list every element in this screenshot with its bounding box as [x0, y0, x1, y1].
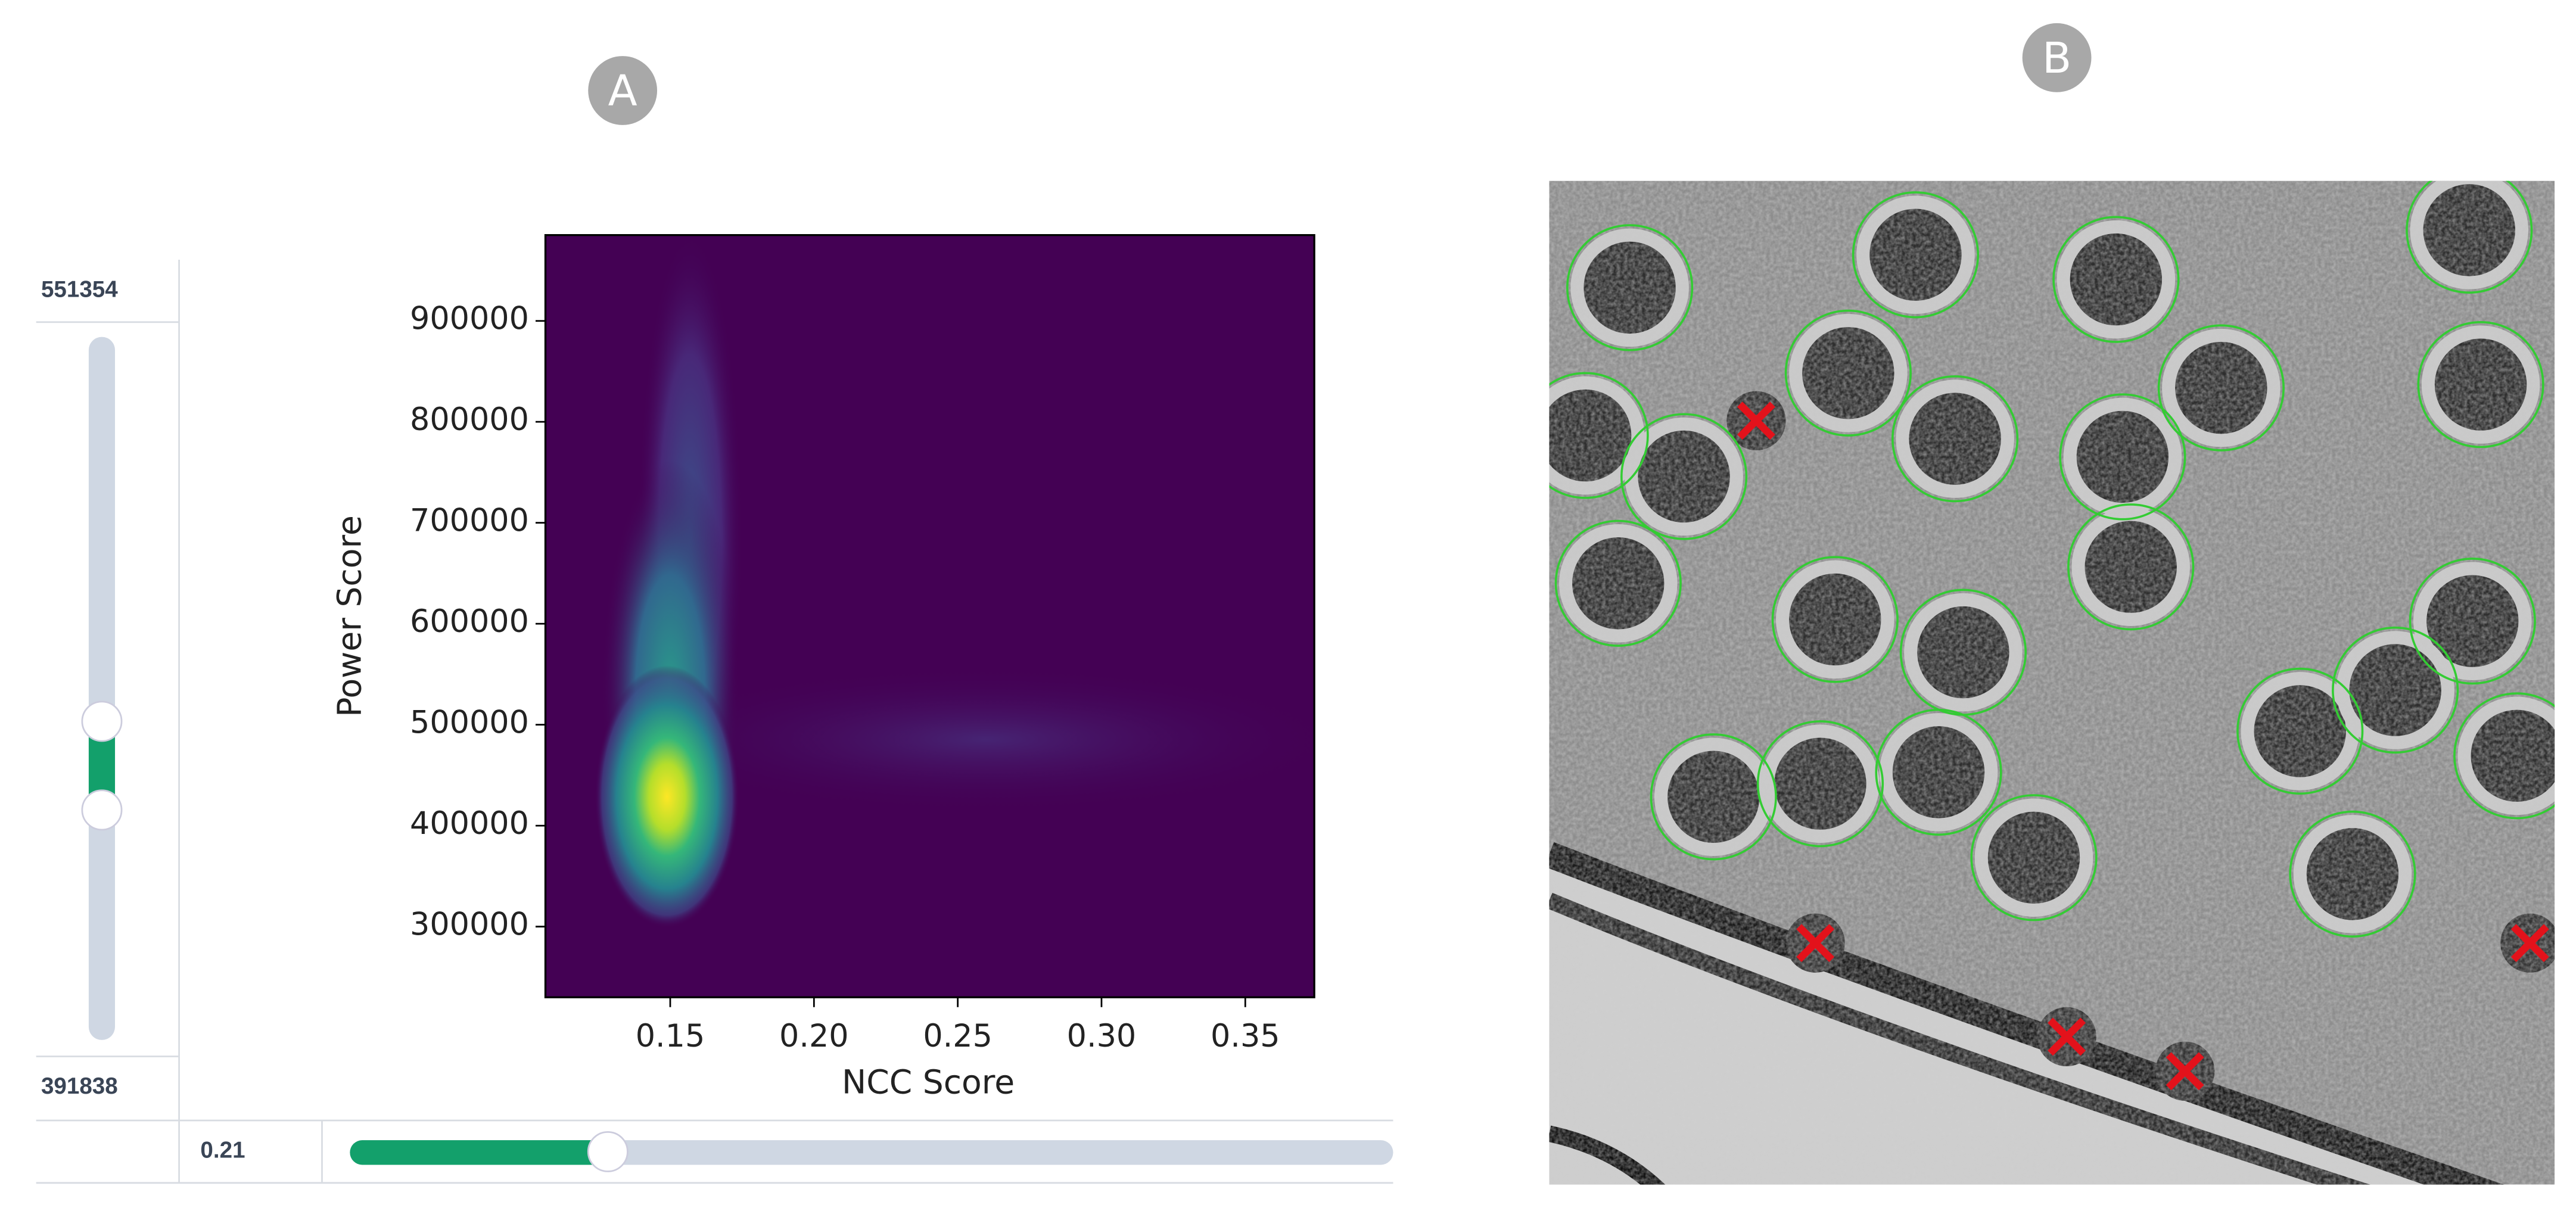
x-tick-label: 0.25 — [923, 1018, 993, 1054]
pick-ring — [2236, 667, 2364, 795]
y-axis-label: Power Score — [331, 515, 369, 717]
pick-ring — [1771, 556, 1899, 683]
pick-ring — [2059, 393, 2186, 521]
pick-ring — [1970, 794, 2098, 922]
panel-badge — [588, 56, 658, 125]
pick-ring — [2289, 810, 2416, 938]
slider-value: 0.21 — [200, 1138, 245, 1163]
y-tick-label: 300000 — [410, 907, 529, 943]
y-tick-label: 600000 — [410, 603, 529, 640]
pick-ring — [1784, 309, 1912, 437]
pick-ring — [1566, 224, 1694, 351]
slider-handle[interactable] — [81, 701, 123, 742]
y-tick-label: 500000 — [410, 705, 529, 741]
pick-ring — [2332, 626, 2459, 754]
pick-ring — [2417, 321, 2544, 449]
panel-badge — [2022, 23, 2092, 92]
pick-ring — [1875, 708, 2002, 836]
pick-ring — [2409, 558, 2536, 685]
slider-handle[interactable] — [81, 789, 123, 831]
pick-ring — [1549, 372, 1649, 499]
pick-ring — [1852, 191, 1980, 319]
slider-frame — [36, 260, 1393, 1184]
reject-mark — [2510, 924, 2549, 963]
panel-label: B — [2042, 33, 2071, 83]
plot-frame — [544, 234, 1315, 998]
reject-mark — [2166, 1052, 2204, 1091]
x-tick-label: 0.20 — [779, 1018, 849, 1054]
pick-ring — [2406, 180, 2533, 294]
reject-mark — [1796, 924, 1835, 963]
y-tick-label: 900000 — [410, 301, 529, 337]
x-axis-label: NCC Score — [842, 1063, 1015, 1101]
y-tick-label: 800000 — [410, 401, 529, 438]
slider-min-value: 391838 — [41, 1073, 118, 1099]
reject-mark — [1737, 401, 1775, 440]
slider-max-value: 551354 — [41, 277, 118, 303]
micrograph — [1549, 180, 2555, 1185]
pick-ring — [1554, 519, 1682, 647]
pick-ring — [2052, 216, 2180, 343]
x-tick-label: 0.30 — [1067, 1018, 1137, 1054]
pick-ring — [1620, 413, 1748, 540]
pick-ring — [2453, 692, 2555, 820]
x-tick-label: 0.15 — [636, 1018, 705, 1054]
slider-handle[interactable] — [587, 1131, 629, 1172]
pick-ring — [2157, 324, 2285, 452]
heatmap-image — [545, 235, 1315, 998]
panel-label: A — [608, 66, 637, 116]
pick-ring — [1756, 720, 1884, 848]
x-tick-label: 0.35 — [1211, 1018, 1280, 1054]
slider-range — [350, 1140, 608, 1165]
pick-ring — [1891, 375, 2019, 503]
pick-ring — [2067, 503, 2195, 631]
y-tick-label: 700000 — [410, 503, 529, 539]
reject-mark — [2048, 1017, 2086, 1056]
slider-track[interactable] — [88, 337, 116, 1040]
y-tick-label: 400000 — [410, 805, 529, 842]
pick-ring — [1650, 733, 1777, 861]
